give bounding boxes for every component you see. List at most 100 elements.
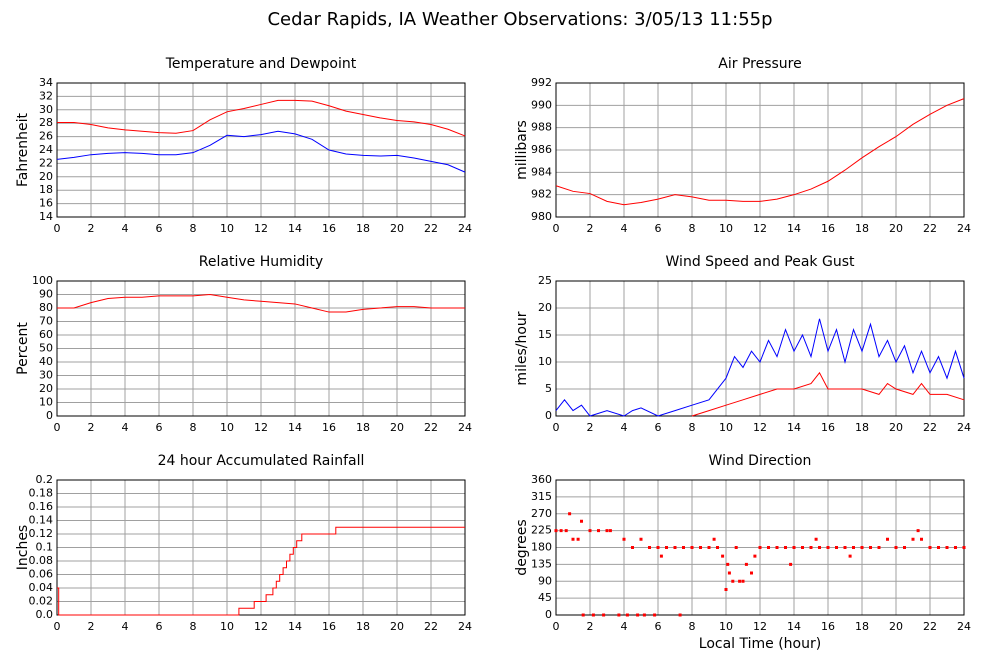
y-tick-label: 315 [531, 490, 552, 503]
x-tick-label: 2 [88, 620, 95, 633]
point [869, 546, 872, 549]
x-tick-label: 8 [190, 421, 197, 434]
x-tick-label: 16 [821, 620, 835, 633]
x-tick-label: 24 [957, 620, 971, 633]
point [758, 546, 762, 549]
point [843, 546, 847, 549]
plot-border [56, 280, 466, 417]
x-tick-label: 22 [923, 421, 937, 434]
y-tick-label: 80 [39, 301, 53, 314]
y-tick-label: 0.04 [29, 581, 54, 594]
y-tick-label: 0.16 [29, 500, 54, 513]
y-axis-label: Fahrenheit [15, 112, 31, 187]
y-tick-label: 60 [39, 328, 53, 341]
point [631, 546, 634, 549]
point [554, 529, 558, 533]
y-tick-label: 984 [531, 165, 552, 178]
x-tick-label: 16 [322, 222, 336, 235]
x-tick-label: 14 [787, 421, 801, 434]
y-axis-label: miles/hour [514, 311, 530, 385]
point [727, 571, 731, 575]
x-tick-label: 10 [719, 222, 733, 235]
chart-title: Air Pressure [718, 56, 801, 72]
point [588, 529, 592, 533]
point [639, 537, 643, 541]
x-tick-label: 20 [889, 620, 903, 633]
point [678, 613, 682, 617]
x-tick-label: 24 [957, 421, 971, 434]
x-tick-label: 22 [923, 222, 937, 235]
y-tick-label: 0.08 [29, 554, 54, 567]
x-tick-label: 6 [156, 620, 163, 633]
point [571, 537, 575, 541]
point [835, 546, 838, 549]
x-tick-label: 6 [655, 620, 662, 633]
x-tick-label: 4 [621, 421, 628, 434]
point [852, 546, 855, 549]
y-tick-label: 0 [545, 608, 552, 621]
x-tick-label: 6 [655, 222, 662, 235]
x-tick-label: 16 [322, 620, 336, 633]
point [801, 546, 804, 549]
point [564, 529, 568, 533]
point [602, 613, 606, 617]
point [716, 546, 719, 549]
y-tick-label: 20 [39, 382, 53, 395]
line [57, 526, 465, 616]
point [741, 579, 745, 583]
y-tick-label: 90 [538, 574, 552, 587]
line [555, 318, 965, 417]
y-tick-label: 18 [39, 183, 53, 196]
x-tick-label: 6 [156, 222, 163, 235]
point [608, 529, 612, 533]
x-tick-label: 24 [458, 620, 472, 633]
point [656, 546, 660, 549]
x-tick-label: 22 [424, 222, 438, 235]
x-tick-label: 0 [54, 222, 61, 235]
x-tick-label: 16 [821, 222, 835, 235]
x-tick-label: 14 [288, 620, 302, 633]
point [568, 512, 572, 516]
point [928, 546, 932, 549]
y-tick-label: 992 [531, 76, 552, 89]
x-tick-label: 20 [889, 222, 903, 235]
point [642, 613, 646, 617]
x-tick-label: 22 [424, 620, 438, 633]
point [903, 546, 906, 549]
x-tick-label: 0 [553, 421, 560, 434]
chart-title: Relative Humidity [199, 254, 323, 270]
point [860, 546, 864, 549]
y-tick-label: 25 [538, 274, 552, 287]
point [911, 537, 915, 541]
point [750, 571, 753, 575]
line [56, 130, 466, 173]
plot-border [56, 82, 466, 218]
chart: 0.00.020.040.060.080.10.120.140.160.180.… [15, 453, 472, 633]
line [691, 371, 965, 417]
x-tick-label: 12 [254, 421, 268, 434]
x-tick-label: 24 [957, 222, 971, 235]
point [581, 613, 585, 617]
point [767, 546, 770, 549]
point [559, 529, 563, 533]
y-tick-label: 24 [39, 143, 53, 156]
y-tick-label: 360 [531, 473, 552, 486]
plot-border [555, 82, 965, 218]
x-tick-label: 20 [390, 620, 404, 633]
x-tick-label: 20 [390, 421, 404, 434]
point [920, 537, 923, 541]
x-tick-label: 12 [753, 421, 767, 434]
point [605, 529, 609, 533]
point [591, 613, 595, 617]
x-tick-label: 14 [787, 222, 801, 235]
y-tick-label: 10 [39, 396, 53, 409]
y-tick-label: 50 [39, 342, 53, 355]
y-tick-label: 225 [531, 524, 552, 537]
point [636, 613, 640, 617]
x-tick-label: 10 [719, 421, 733, 434]
point [673, 546, 677, 549]
y-tick-label: 14 [39, 210, 53, 223]
